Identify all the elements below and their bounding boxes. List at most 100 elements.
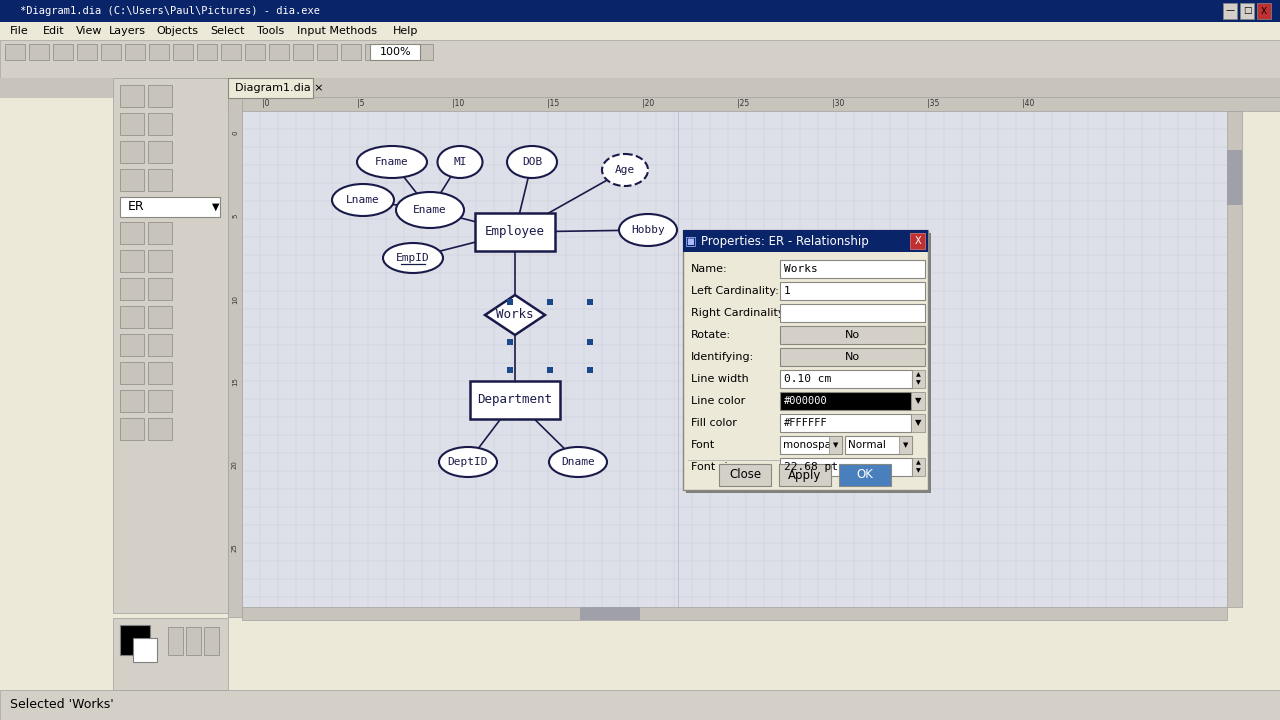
Text: ▲: ▲ [915, 461, 920, 466]
Bar [173, 44, 193, 60]
Ellipse shape [620, 214, 677, 246]
Bar [29, 44, 49, 60]
Bar [910, 233, 925, 249]
Bar [911, 392, 925, 410]
Text: Close: Close [728, 469, 762, 482]
Text: |30: |30 [832, 99, 845, 109]
Text: |5: |5 [357, 99, 365, 109]
Ellipse shape [396, 192, 465, 228]
Ellipse shape [507, 146, 557, 178]
Bar [197, 44, 218, 60]
Text: Right Cardinality:: Right Cardinality: [691, 308, 787, 318]
Bar [242, 111, 1228, 607]
Text: Fname: Fname [375, 157, 408, 167]
Bar [120, 334, 143, 356]
Text: Normal: Normal [849, 440, 886, 450]
Text: 5: 5 [232, 214, 238, 218]
Text: X: X [915, 236, 922, 246]
Text: Fill color: Fill color [691, 418, 737, 428]
Bar [148, 362, 172, 384]
Bar [113, 618, 228, 690]
Bar [125, 44, 145, 60]
Text: Objects: Objects [156, 26, 198, 36]
Bar [780, 436, 842, 454]
Bar [186, 627, 201, 655]
Bar [148, 390, 172, 412]
Text: Lname: Lname [346, 195, 380, 205]
Bar [0, 40, 1280, 78]
Text: Age: Age [614, 165, 635, 175]
Bar [684, 230, 928, 490]
Text: Line width: Line width [691, 374, 749, 384]
Bar [1240, 3, 1254, 19]
Text: Tools: Tools [257, 26, 284, 36]
Text: ▼: ▼ [833, 442, 838, 448]
Text: X: X [1261, 6, 1267, 16]
Text: |15: |15 [547, 99, 559, 109]
Text: monospace: monospace [783, 440, 844, 450]
Text: ER: ER [128, 200, 145, 214]
Ellipse shape [438, 146, 483, 178]
Bar [911, 458, 925, 476]
Bar [148, 44, 169, 60]
Bar [1228, 111, 1242, 607]
Text: ▼: ▼ [212, 202, 219, 212]
Text: Left Cardinality:: Left Cardinality: [691, 286, 778, 296]
Text: ▼: ▼ [915, 418, 922, 428]
Text: Apply: Apply [788, 469, 822, 482]
Bar [911, 370, 925, 388]
Text: Employee: Employee [485, 225, 545, 238]
Bar [780, 282, 925, 300]
Bar [221, 44, 241, 60]
Bar [829, 436, 842, 454]
Bar [120, 141, 143, 163]
Text: Select: Select [210, 26, 244, 36]
Bar [120, 113, 143, 135]
Bar [120, 222, 143, 244]
Bar [1257, 3, 1271, 19]
Polygon shape [485, 295, 545, 335]
Text: Line color: Line color [691, 396, 745, 406]
Text: 20: 20 [232, 461, 238, 469]
Bar [120, 362, 143, 384]
Bar [719, 464, 771, 486]
Text: ▣: ▣ [685, 235, 696, 248]
Text: Rotate:: Rotate: [691, 330, 731, 340]
Text: |0: |0 [262, 99, 270, 109]
Text: Ename: Ename [413, 205, 447, 215]
Bar [242, 607, 1228, 620]
Bar [580, 607, 640, 620]
Text: *Diagram1.dia (C:\Users\Paul\Pictures) - dia.exe: *Diagram1.dia (C:\Users\Paul\Pictures) -… [20, 6, 320, 16]
Bar [113, 78, 228, 613]
Text: |10: |10 [452, 99, 465, 109]
Bar [244, 44, 265, 60]
Text: ▼: ▼ [915, 469, 920, 474]
Bar [228, 97, 1280, 111]
Text: Identifying:: Identifying: [691, 352, 754, 362]
Bar [588, 339, 593, 345]
Bar [0, 0, 1280, 22]
Text: Works: Works [783, 264, 818, 274]
Bar [148, 278, 172, 300]
Bar [780, 260, 925, 278]
Bar [1222, 3, 1236, 19]
Bar [120, 625, 150, 655]
Text: EmpID: EmpID [396, 253, 430, 263]
Bar [120, 306, 143, 328]
Bar [911, 414, 925, 432]
Text: View: View [76, 26, 102, 36]
Text: 22.68 pt: 22.68 pt [783, 462, 838, 472]
Bar [780, 326, 925, 344]
Bar [120, 197, 220, 217]
Bar [780, 348, 925, 366]
Bar [148, 113, 172, 135]
Ellipse shape [439, 447, 497, 477]
Bar [120, 390, 143, 412]
Text: 15: 15 [232, 377, 238, 387]
Bar [0, 22, 1280, 40]
Text: Input Methods: Input Methods [297, 26, 378, 36]
Text: Layers: Layers [109, 26, 146, 36]
Bar [588, 299, 593, 305]
Bar [228, 97, 242, 617]
Text: DOB: DOB [522, 157, 543, 167]
